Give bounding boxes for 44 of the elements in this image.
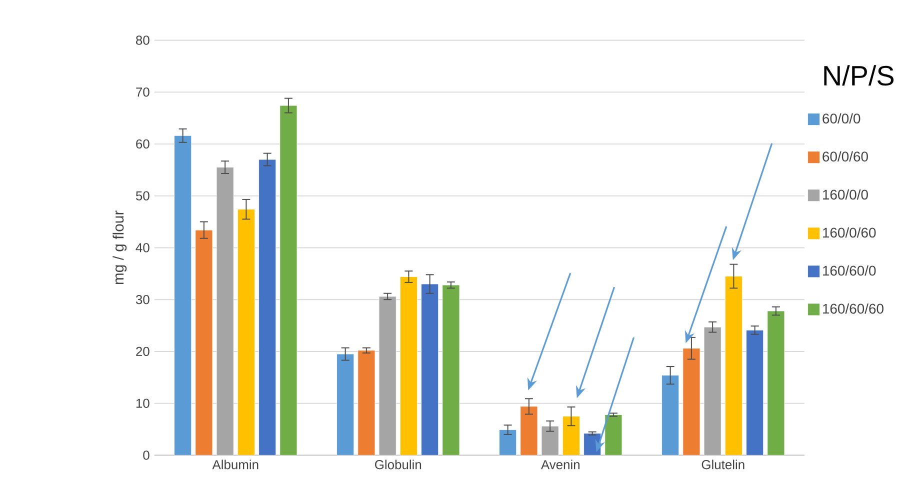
y-axis-title: mg / g flour xyxy=(112,210,127,284)
bar xyxy=(378,296,396,456)
bar xyxy=(499,430,517,456)
y-tick-label: 0 xyxy=(143,450,150,460)
y-tick-label: 70 xyxy=(136,87,150,97)
bar xyxy=(662,375,680,456)
bar xyxy=(195,230,213,456)
legend-title: N/P/S xyxy=(824,65,894,86)
bar xyxy=(682,348,700,456)
bar xyxy=(604,414,622,456)
bar xyxy=(767,310,785,456)
y-tick-label: 10 xyxy=(136,398,150,408)
x-tick-label: Glutelin xyxy=(702,460,744,470)
y-tick-label: 20 xyxy=(136,346,150,356)
legend-label: 160/60/0 xyxy=(823,265,876,276)
bar xyxy=(280,105,298,456)
legend-label: 160/0/60 xyxy=(823,227,876,238)
bar xyxy=(237,209,255,456)
bar xyxy=(724,276,742,456)
bar xyxy=(442,284,460,456)
bar xyxy=(704,326,722,456)
bar xyxy=(358,350,376,456)
bar xyxy=(400,276,418,456)
y-tick-label: 80 xyxy=(136,36,150,45)
y-tick-label: 60 xyxy=(136,139,150,149)
legend-label: 60/0/0 xyxy=(822,113,860,124)
y-tick-label: 30 xyxy=(136,294,150,304)
legend-label: 160/0/0 xyxy=(823,189,868,200)
bar xyxy=(258,159,276,456)
x-tick-label: Avenin xyxy=(540,460,580,470)
y-tick-label: 40 xyxy=(136,243,150,252)
bar xyxy=(562,416,580,456)
legend-label: 60/0/60 xyxy=(822,151,868,162)
bar xyxy=(520,406,538,456)
y-tick-label: 50 xyxy=(136,191,150,200)
bar xyxy=(541,426,559,456)
bar xyxy=(174,135,192,456)
x-tick-label: Globulin xyxy=(375,460,422,470)
bar xyxy=(421,284,439,456)
x-tick-label: Albumin xyxy=(212,460,258,470)
bar xyxy=(336,354,354,456)
bar xyxy=(746,330,764,456)
legend-label: 160/60/60 xyxy=(823,303,884,314)
bar xyxy=(216,167,234,456)
